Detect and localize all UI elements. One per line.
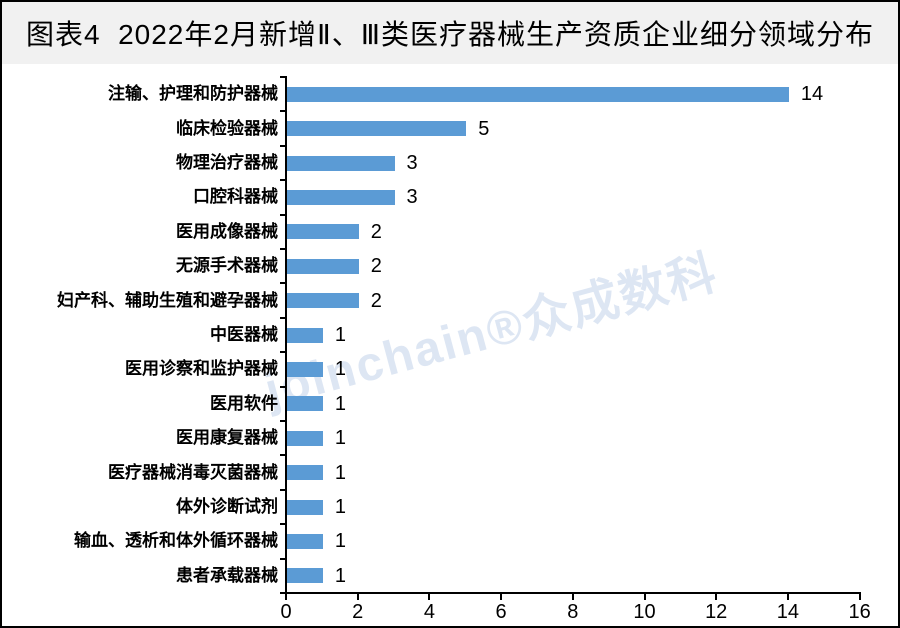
bar — [287, 430, 323, 446]
x-axis-tick — [500, 594, 503, 600]
y-axis-tick — [280, 420, 287, 422]
y-axis-tick — [280, 488, 287, 491]
bar — [287, 224, 359, 240]
x-axis-tick — [428, 594, 431, 600]
category-label: 医用康复器械 — [176, 428, 278, 448]
y-axis-tick — [280, 144, 287, 147]
y-axis-line — [285, 77, 287, 594]
bar — [287, 499, 323, 515]
category-label: 无源手术器械 — [176, 256, 278, 276]
chart-title: 图表4 2022年2月新增Ⅱ、Ⅲ类医疗器械生产资质企业细分领域分布 — [25, 19, 875, 50]
bar — [287, 361, 323, 377]
value-label: 1 — [334, 461, 346, 484]
bar — [287, 465, 323, 481]
category-label: 注输、护理和防护器械 — [108, 84, 278, 104]
y-axis-tick — [280, 282, 287, 285]
x-axis-tick-label: 2 — [352, 601, 364, 623]
y-axis-tick — [280, 523, 287, 526]
category-label: 物理治疗器械 — [176, 153, 278, 172]
category-label: 医疗器械消毒灭菌器械 — [108, 462, 278, 482]
value-label: 5 — [478, 117, 490, 140]
x-axis-tick — [715, 594, 718, 600]
value-label: 2 — [370, 255, 382, 278]
y-axis-tick — [280, 213, 287, 216]
category-label: 妇产科、辅助生殖和避孕器械 — [57, 290, 278, 310]
value-label: 1 — [334, 564, 346, 587]
category-label: 医用软件 — [210, 393, 278, 413]
x-axis-line — [285, 592, 861, 594]
bar — [287, 293, 359, 309]
x-axis-tick-label: 4 — [423, 601, 435, 623]
value-label: 14 — [800, 83, 824, 106]
bar — [287, 86, 789, 102]
bar — [287, 396, 323, 412]
y-axis-tick — [280, 110, 287, 113]
y-axis-tick — [280, 557, 287, 560]
value-label: 2 — [370, 289, 382, 312]
x-axis-tick — [356, 594, 359, 600]
category-label: 临床检验器械 — [176, 118, 278, 138]
x-axis-tick-label: 12 — [705, 601, 728, 623]
value-label: 1 — [334, 358, 346, 381]
y-axis-tick — [280, 454, 287, 457]
x-axis-tick — [858, 594, 861, 600]
category-label: 患者承载器械 — [176, 565, 278, 585]
x-axis-tick-label: 0 — [280, 601, 292, 623]
x-axis-tick — [786, 594, 789, 600]
y-axis-tick — [280, 385, 287, 388]
value-label: 1 — [334, 496, 346, 518]
category-label: 输血、透析和体外循环器械 — [74, 531, 278, 551]
value-label: 2 — [370, 220, 382, 243]
x-axis-tick — [571, 594, 574, 600]
value-label: 3 — [406, 186, 418, 209]
bar — [287, 533, 323, 549]
x-axis-tick-label: 6 — [495, 601, 507, 623]
bar — [287, 568, 323, 584]
value-label: 3 — [406, 152, 418, 174]
bar — [287, 327, 323, 343]
x-axis-tick — [285, 594, 287, 600]
bar — [287, 155, 395, 171]
category-label: 口腔科器械 — [193, 187, 278, 207]
y-axis-tick — [280, 592, 287, 594]
category-label: 医用诊察和监护器械 — [125, 359, 278, 379]
x-axis-tick-label: 8 — [567, 601, 579, 623]
value-label: 1 — [334, 324, 346, 346]
bar — [287, 189, 395, 205]
x-axis-tick-label: 10 — [633, 601, 656, 623]
x-axis-tick — [643, 594, 646, 600]
y-axis-tick — [280, 248, 287, 250]
category-label: 医用成像器械 — [176, 221, 278, 241]
bar — [287, 258, 359, 274]
y-axis-tick — [280, 179, 287, 182]
value-label: 1 — [334, 392, 346, 415]
value-label: 1 — [334, 427, 346, 450]
category-label: 中医器械 — [210, 325, 278, 344]
y-axis-tick — [280, 316, 287, 319]
x-axis-tick-label: 16 — [848, 601, 871, 623]
bar — [287, 121, 467, 137]
title-band: 图表4 2022年2月新增Ⅱ、Ⅲ类医疗器械生产资质企业细分领域分布 — [2, 2, 898, 64]
category-label: 体外诊断试剂 — [176, 497, 278, 516]
value-label: 1 — [334, 530, 346, 553]
y-axis-tick — [280, 351, 287, 354]
y-axis-tick — [280, 76, 287, 78]
x-axis-tick-label: 14 — [776, 601, 800, 623]
